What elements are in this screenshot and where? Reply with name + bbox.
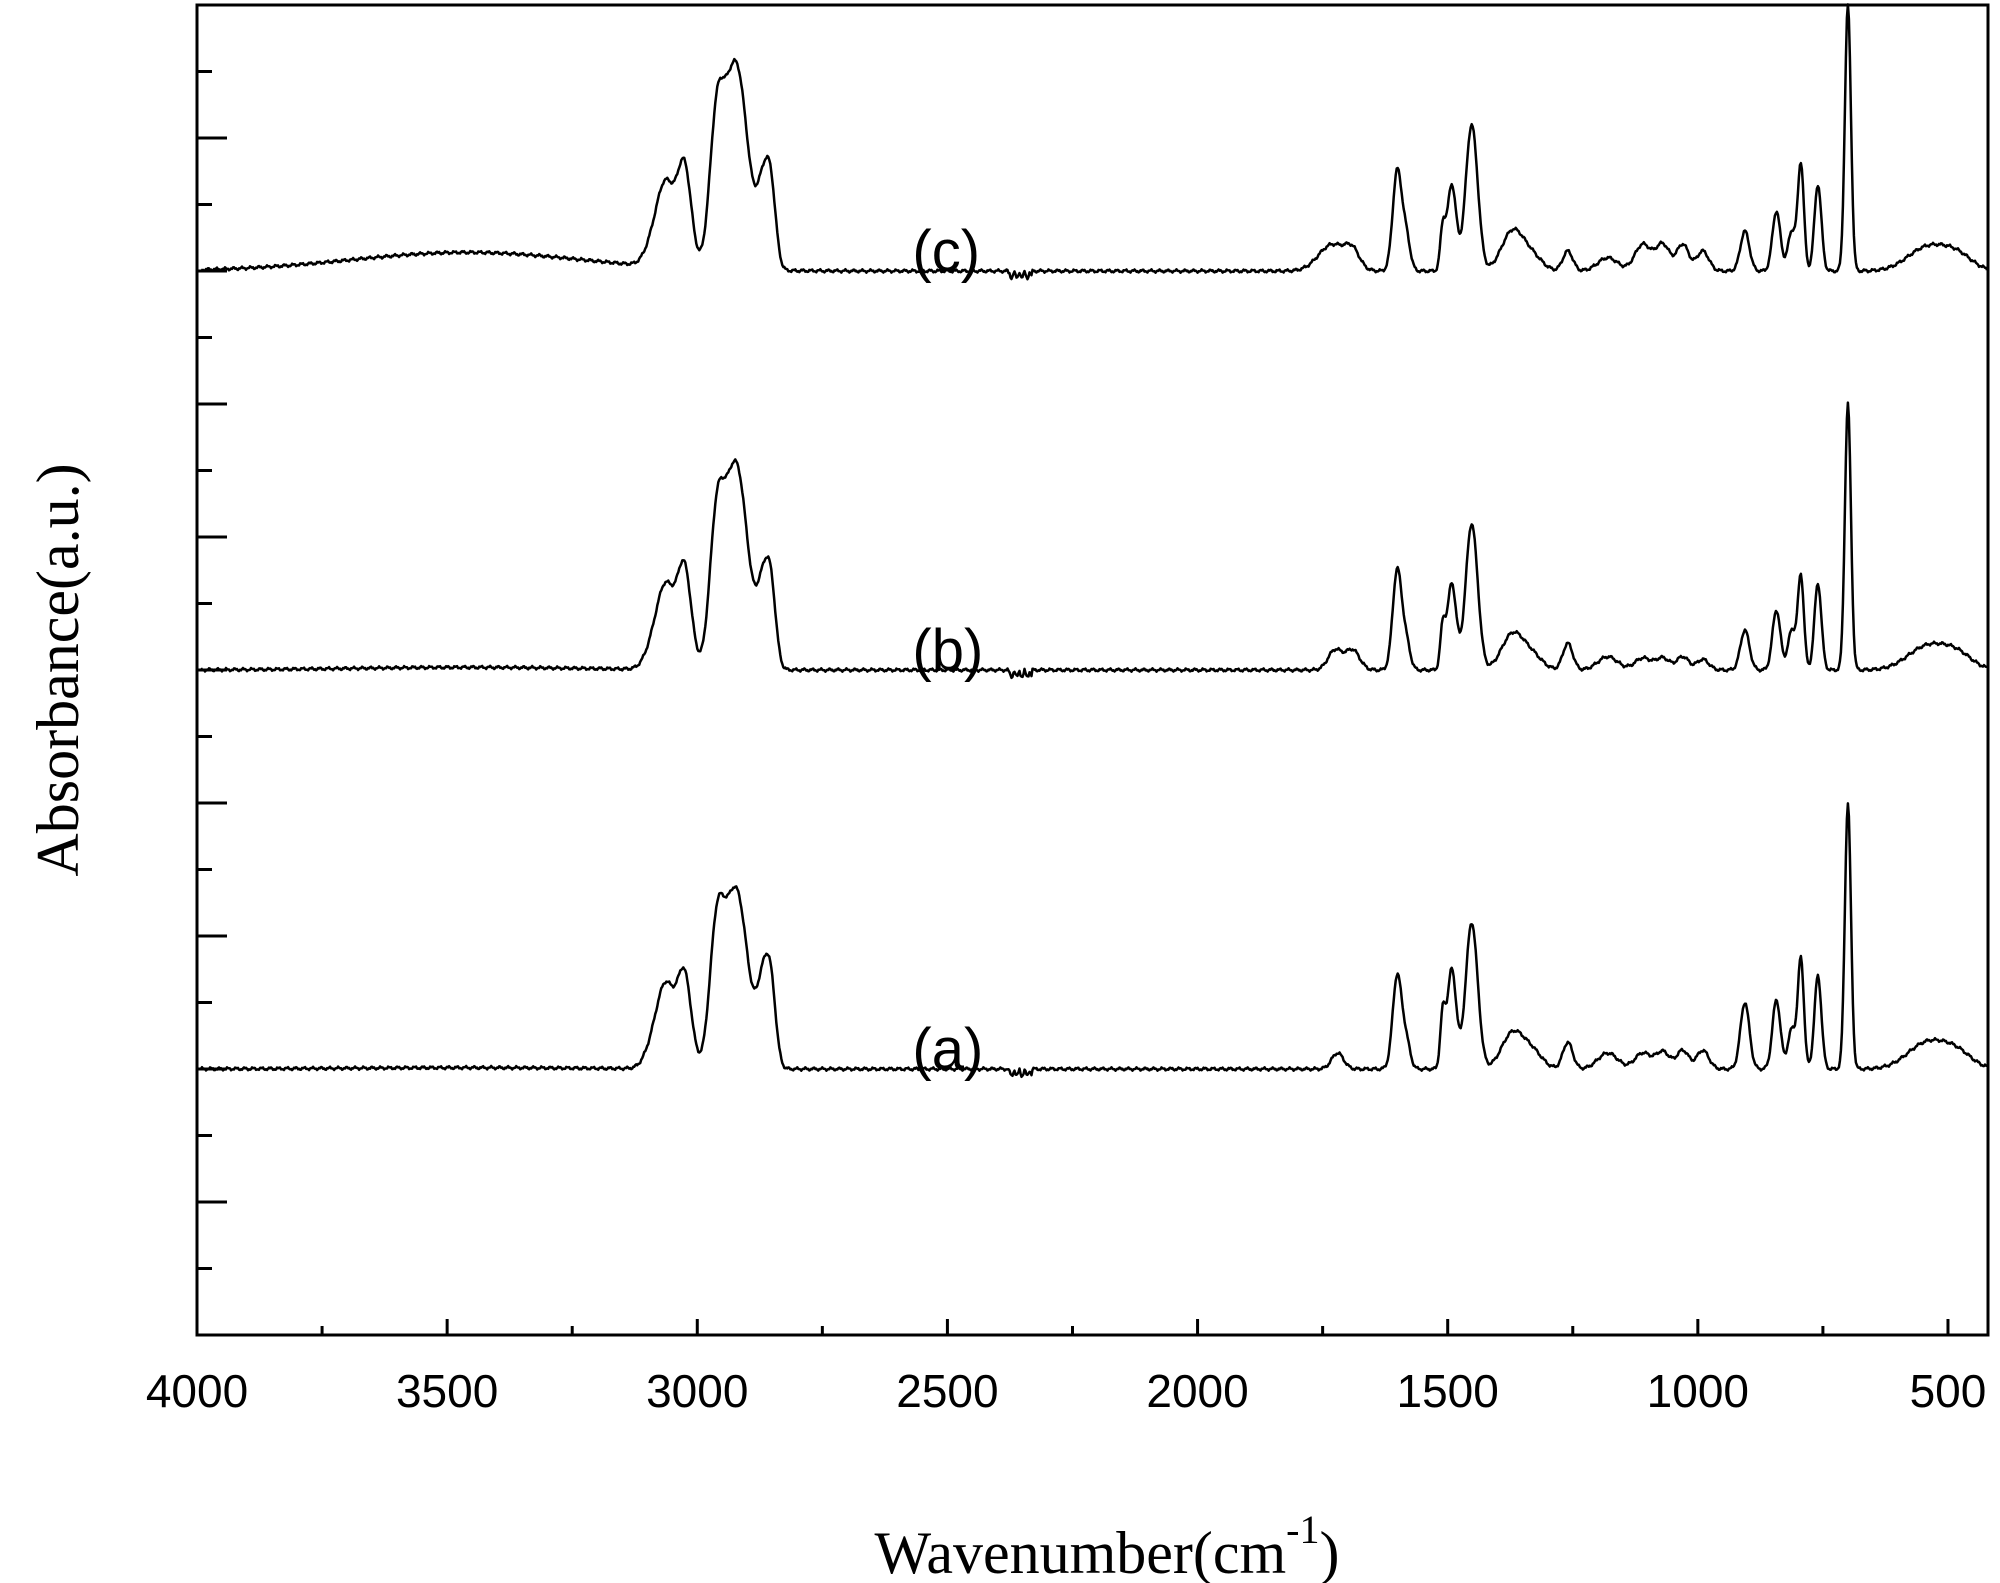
series-3: (a) — [199, 802, 1988, 1082]
series-label: (c) — [912, 219, 980, 284]
spectrum-line — [199, 401, 1988, 680]
series-label: (b) — [912, 618, 983, 683]
x-axis-title-main: Wavenumber(cm — [875, 1520, 1287, 1583]
x-tick-label: 3500 — [396, 1365, 498, 1417]
spectrum-line — [200, 3, 1989, 281]
plot-frame — [195, 3, 1990, 1337]
x-tick-label: 2000 — [1146, 1365, 1248, 1417]
x-axis-title: Wavenumber(cm-1) — [875, 1507, 1340, 1583]
x-tick-label: 1000 — [1647, 1365, 1749, 1417]
x-tick-labels: 4000 3500 3000 2500 2000 1500 1000 500 — [146, 1365, 1987, 1417]
spectrum-line — [199, 802, 1988, 1079]
x-tick-label: 500 — [1910, 1365, 1987, 1417]
series-2: (b) — [199, 401, 1988, 683]
series-1: (c) — [200, 3, 1989, 284]
x-axis-title-close: ) — [1320, 1520, 1340, 1583]
x-axis-title-superscript: -1 — [1286, 1507, 1319, 1552]
y-axis-title: Absorbance(a.u.) — [25, 463, 91, 876]
x-tick-label: 4000 — [146, 1365, 248, 1417]
x-tick-label: 1500 — [1397, 1365, 1499, 1417]
series-group: (c) (b) (a) — [199, 3, 1989, 1082]
x-tick-label: 2500 — [896, 1365, 998, 1417]
series-label: (a) — [912, 1017, 983, 1082]
x-tick-label: 3000 — [646, 1365, 748, 1417]
